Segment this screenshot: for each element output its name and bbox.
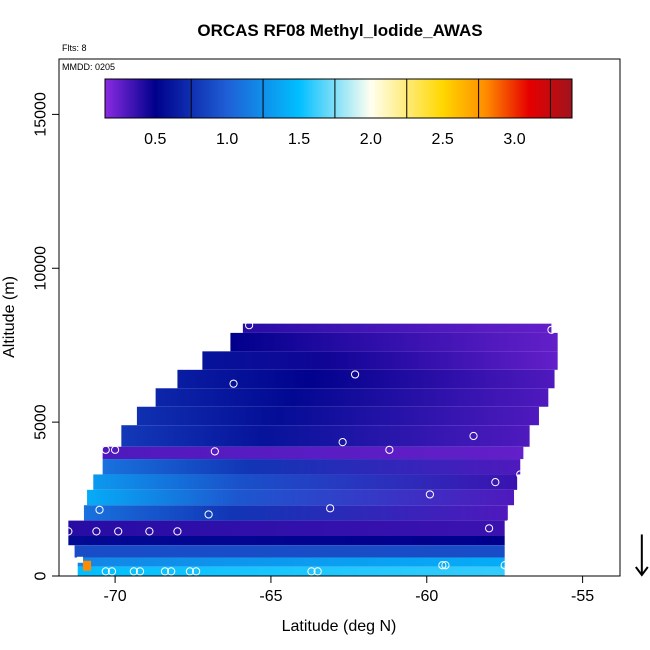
heatmap-layer [136, 406, 539, 426]
x-tick-label: -55 [571, 588, 594, 605]
colorbar-tick-label: 3.0 [503, 131, 525, 148]
colorbar-tick-label: 1.0 [216, 131, 238, 148]
sample-point [438, 561, 447, 570]
heatmap-layers [68, 323, 558, 576]
heatmap-layer [83, 505, 508, 521]
hot-spot-cell [83, 560, 92, 571]
x-axis-label: Latitude (deg N) [282, 618, 397, 635]
sample-point [101, 445, 110, 454]
sample-point [425, 490, 434, 499]
sample-point [516, 470, 525, 479]
heatmap-layer [102, 446, 524, 460]
sample-point [350, 370, 360, 379]
colorbar-tick-label: 2.5 [432, 131, 454, 148]
heatmap-layer [177, 369, 555, 389]
heatmap-layer [68, 535, 505, 546]
sample-point [101, 567, 110, 576]
colorbar-tick-label: 2.0 [360, 131, 382, 148]
sample-point [506, 518, 516, 527]
arrow-marker-head [635, 566, 649, 577]
heatmap-layer [242, 323, 552, 333]
sample-point [95, 505, 104, 514]
y-tick-label: 10000 [33, 246, 50, 291]
date-label: MMDD: 0205 [62, 62, 115, 72]
sample-point [92, 527, 101, 536]
sample-point [204, 510, 213, 519]
sample-point [441, 561, 450, 570]
colorbar-tick-label: 0.5 [144, 131, 166, 148]
sample-point [385, 445, 394, 454]
x-tick-label: -70 [104, 588, 127, 605]
sample-point [145, 527, 154, 536]
heatmap-layer [68, 520, 505, 536]
x-tick-label: -65 [259, 588, 282, 605]
colorbar-tick-label: 1.5 [288, 131, 310, 148]
sample-point [307, 567, 316, 576]
heatmap-layer [87, 489, 515, 506]
sample-point [135, 567, 145, 576]
heatmap-layer [121, 425, 530, 447]
sample-point [64, 527, 73, 536]
sample-point [160, 567, 170, 576]
sample-point [167, 567, 176, 576]
sample-point [547, 325, 556, 334]
sample-point [173, 527, 182, 536]
chart-title: ORCAS RF08 Methyl_Iodide_AWAS [197, 21, 482, 40]
y-tick-label: 0 [33, 571, 50, 580]
flights-label: Flts: 8 [62, 43, 87, 53]
sample-point [369, 313, 378, 322]
sample-point [111, 445, 120, 454]
sample-point [326, 504, 335, 513]
sample-point [500, 561, 509, 570]
sample-point [185, 567, 194, 576]
y-axis-label: Altitude (m) [1, 276, 18, 358]
heatmap-layer [155, 388, 549, 407]
heatmap-layer [202, 351, 558, 370]
colorbar [104, 78, 573, 119]
x-tick-label: -60 [415, 588, 438, 605]
sample-point [129, 567, 138, 576]
sample-point [210, 447, 219, 456]
sample-point [229, 379, 238, 388]
sample-point [556, 421, 565, 430]
sample-point [107, 567, 117, 576]
heatmap-layer [93, 474, 518, 490]
sample-point [114, 527, 123, 536]
y-tick-label: 15000 [33, 92, 50, 137]
plot-frame [58, 58, 621, 577]
y-tick-label: 5000 [33, 404, 50, 440]
heatmap-layer [77, 566, 505, 576]
heatmap-layer [77, 557, 505, 567]
hot-spot-halo [77, 556, 84, 563]
heatmap-layer [102, 459, 521, 475]
sample-point [491, 478, 500, 487]
sample-points [64, 313, 565, 576]
sample-point [469, 431, 478, 441]
sample-point [192, 567, 201, 576]
sample-point [245, 321, 254, 330]
sample-point [313, 567, 322, 576]
sample-point [338, 438, 347, 447]
sample-point [485, 524, 494, 533]
heatmap-layer [230, 332, 558, 352]
heatmap-layer [74, 545, 505, 558]
